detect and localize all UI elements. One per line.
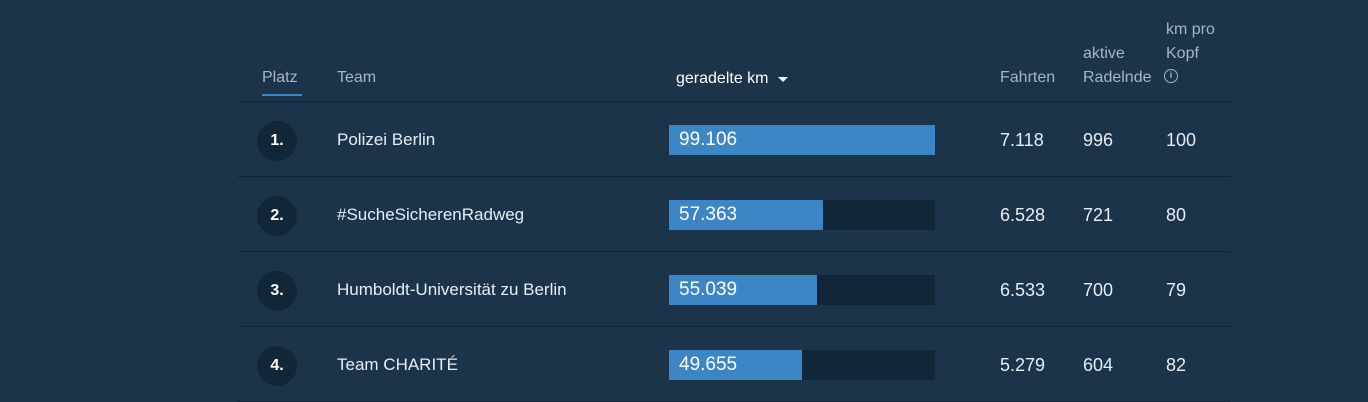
fahrten-value: 6.528 [1000,205,1046,225]
aktive-radelnde-value: 996 [1083,130,1114,150]
column-header-team[interactable]: Team [337,69,377,86]
leaderboard-table: Platz Team geradelte km Fahrten aktive R… [237,0,1231,402]
km-bar-track: 49.655 [669,350,935,380]
table-header: Platz Team geradelte km Fahrten aktive R… [237,0,1231,102]
aktive-radelnde-value: 700 [1083,280,1114,300]
aktive-radelnde-value: 721 [1083,205,1114,225]
table-row: 4. Team CHARITÉ 49.655 5.279 604 82 [237,327,1231,402]
km-bar-fill [669,125,935,155]
km-bar-fill [669,350,802,380]
team-name[interactable]: Team CHARITÉ [337,355,458,374]
km-bar-track: 57.363 [669,200,935,230]
column-header-km[interactable]: geradelte km [676,67,788,91]
km-bar-track: 99.106 [669,125,935,155]
column-header-platz[interactable]: Platz [262,69,298,86]
km-value: 55.039 [679,279,738,300]
km-bar-fill [669,200,823,230]
km-value: 57.363 [679,204,738,225]
km-bar-track: 55.039 [669,275,935,305]
rank-badge: 3. [257,271,297,311]
column-header-fahrten[interactable]: Fahrten [1000,69,1056,86]
rank-badge: 4. [257,346,297,386]
km-pro-kopf-value: 100 [1166,130,1197,150]
column-header-km-pro-kopf[interactable]: km pro Kopf [1166,21,1215,62]
table-row: 3. Humboldt-Universität zu Berlin 55.039… [237,252,1231,327]
km-pro-kopf-value: 79 [1166,280,1187,300]
rank-badge: 1. [257,121,297,161]
table-row: 2. #SucheSicherenRadweg 57.363 6.528 721… [237,177,1231,252]
rank-badge: 2. [257,196,297,236]
team-name[interactable]: #SucheSicherenRadweg [337,205,525,224]
fahrten-value: 7.118 [1000,130,1044,150]
team-name[interactable]: Humboldt-Universität zu Berlin [337,280,567,299]
fahrten-value: 5.279 [1000,355,1046,375]
km-bar-fill [669,275,817,305]
table-row: 1. Polizei Berlin 99.106 7.118 996 100 [237,102,1231,177]
km-pro-kopf-value: 82 [1166,355,1187,375]
info-icon[interactable]: i [1164,69,1178,83]
active-sort-underline [262,94,302,96]
aktive-radelnde-value: 604 [1083,355,1114,375]
km-pro-kopf-value: 80 [1166,205,1187,225]
km-value: 99.106 [679,129,738,150]
fahrten-value: 6.533 [1000,280,1046,300]
sort-descending-icon [777,77,788,83]
column-header-km-label: geradelte km [676,70,769,87]
column-header-aktive-radelnde[interactable]: aktive Radelnde [1083,45,1152,86]
km-value: 49.655 [679,354,738,375]
team-name[interactable]: Polizei Berlin [337,130,436,149]
